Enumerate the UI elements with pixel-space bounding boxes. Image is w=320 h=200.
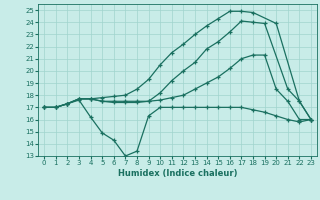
X-axis label: Humidex (Indice chaleur): Humidex (Indice chaleur)	[118, 169, 237, 178]
